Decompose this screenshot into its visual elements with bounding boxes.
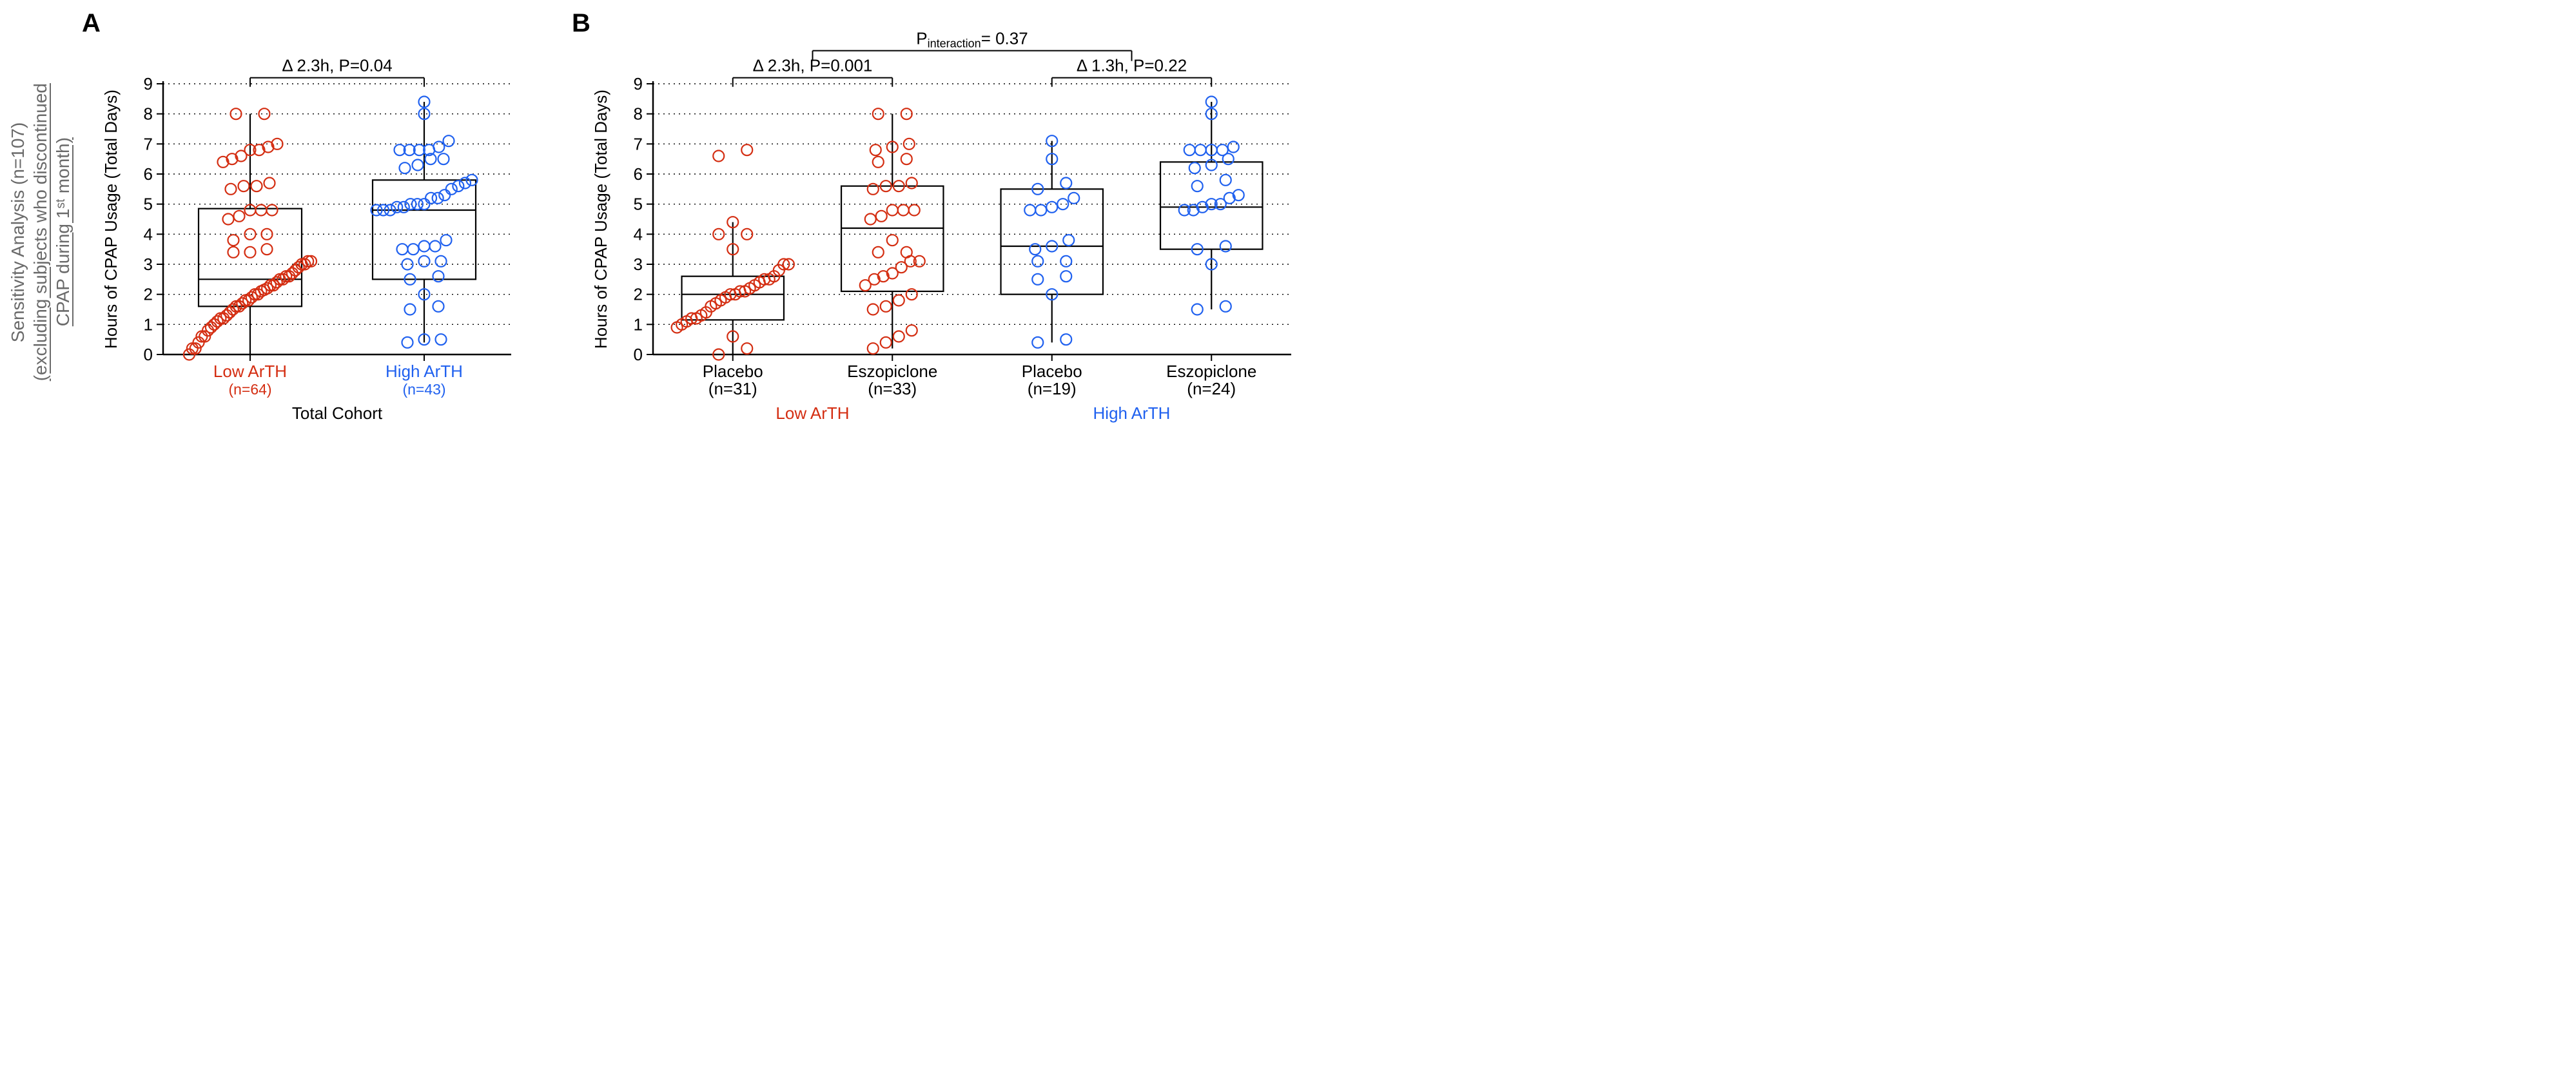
- panel-a-letter: A: [82, 9, 101, 38]
- svg-text:6: 6: [144, 164, 153, 184]
- svg-text:Hours of CPAP Usage (Total Day: Hours of CPAP Usage (Total Days): [591, 90, 610, 349]
- svg-text:8: 8: [144, 104, 153, 124]
- svg-text:5: 5: [144, 195, 153, 214]
- svg-text:(n=24): (n=24): [1187, 379, 1236, 398]
- svg-text:0: 0: [144, 345, 153, 364]
- side-line1: Sensitivity Analysis (n=107): [6, 83, 29, 381]
- svg-text:1: 1: [144, 315, 153, 334]
- svg-text:4: 4: [144, 224, 153, 244]
- svg-text:High ArTH: High ArTH: [385, 362, 463, 381]
- panels-row: A 0123456789Hours of CPAP Usage (Total D…: [86, 13, 1317, 451]
- panel-a-svg: 0 1 2 3 4 5 6 7 8 9 Hours of CPAP Usage (Total Day…: [86, 13, 537, 451]
- svg-text:5: 5: [634, 195, 643, 214]
- svg-text:Total Cohort: Total Cohort: [292, 403, 383, 423]
- side-line2b: CPAP during 1ˢᵗ month): [52, 83, 74, 381]
- svg-text:Pinteraction= 0.37: Pinteraction= 0.37: [916, 29, 1028, 50]
- svg-text:(n=64): (n=64): [228, 381, 271, 398]
- figure-wrap: Sensitivity Analysis (n=107) (excluding …: [0, 0, 2576, 471]
- panel-b-letter: B: [572, 9, 590, 38]
- svg-text:3: 3: [634, 255, 643, 274]
- svg-text:(n=31): (n=31): [708, 379, 757, 398]
- svg-text:3: 3: [144, 255, 153, 274]
- side-line2a: (excluding subjects who discontinued: [29, 83, 52, 381]
- svg-text:9: 9: [144, 74, 153, 93]
- svg-text:Placebo: Placebo: [703, 362, 763, 381]
- svg-text:(n=43): (n=43): [402, 381, 445, 398]
- svg-text:1: 1: [634, 315, 643, 334]
- svg-text:Low ArTH: Low ArTH: [213, 362, 287, 381]
- svg-text:0: 0: [634, 345, 643, 364]
- svg-text:(n=19): (n=19): [1028, 379, 1077, 398]
- svg-text:Δ 2.3h, P=0.04: Δ 2.3h, P=0.04: [282, 56, 392, 75]
- svg-text:6: 6: [634, 164, 643, 184]
- svg-text:Eszopiclone: Eszopiclone: [1166, 362, 1256, 381]
- svg-text:High ArTH: High ArTH: [1093, 403, 1171, 423]
- side-analysis-label: Sensitivity Analysis (n=107) (excluding …: [6, 83, 74, 381]
- svg-text:Low ArTH: Low ArTH: [776, 403, 849, 423]
- svg-text:8: 8: [634, 104, 643, 124]
- svg-text:7: 7: [144, 134, 153, 153]
- svg-text:7: 7: [634, 134, 643, 153]
- svg-text:(n=33): (n=33): [868, 379, 917, 398]
- svg-text:Placebo: Placebo: [1022, 362, 1082, 381]
- panel-a: A 0123456789Hours of CPAP Usage (Total D…: [86, 13, 537, 451]
- svg-text:4: 4: [634, 224, 643, 244]
- svg-text:2: 2: [144, 285, 153, 304]
- svg-text:9: 9: [634, 74, 643, 93]
- panel-b: B 0123456789Hours of CPAP Usage (Total D…: [576, 13, 1317, 451]
- svg-text:2: 2: [634, 285, 643, 304]
- svg-text:Hours of CPAP Usage (Total Day: Hours of CPAP Usage (Total Days): [101, 90, 121, 349]
- panel-b-svg: 0 1 2 3 4 5 6 7 8 9 Hours of CPAP Usage (Total Day…: [576, 13, 1317, 451]
- svg-text:Eszopiclone: Eszopiclone: [847, 362, 937, 381]
